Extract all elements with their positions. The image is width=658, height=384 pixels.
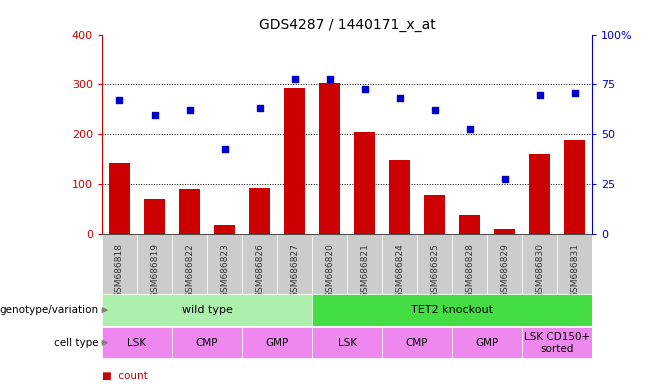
- FancyBboxPatch shape: [102, 295, 312, 326]
- Text: TET2 knockout: TET2 knockout: [411, 305, 493, 315]
- Point: [254, 105, 265, 111]
- FancyBboxPatch shape: [277, 234, 312, 294]
- Bar: [179, 189, 200, 234]
- FancyBboxPatch shape: [522, 234, 557, 294]
- FancyBboxPatch shape: [312, 295, 592, 326]
- Point: [114, 98, 125, 104]
- Point: [534, 93, 545, 99]
- Point: [290, 76, 300, 83]
- FancyBboxPatch shape: [382, 234, 417, 294]
- FancyBboxPatch shape: [487, 234, 522, 294]
- Text: GSM686827: GSM686827: [290, 243, 299, 298]
- FancyBboxPatch shape: [382, 327, 452, 358]
- FancyBboxPatch shape: [242, 327, 312, 358]
- Bar: [109, 163, 130, 234]
- Text: GSM686826: GSM686826: [255, 243, 264, 298]
- Text: GSM686818: GSM686818: [115, 243, 124, 298]
- Point: [569, 90, 580, 96]
- Point: [394, 95, 405, 101]
- Text: genotype/variation: genotype/variation: [0, 305, 99, 315]
- Point: [359, 86, 370, 93]
- Bar: [144, 199, 165, 234]
- FancyBboxPatch shape: [417, 234, 452, 294]
- Text: cell type: cell type: [54, 338, 99, 348]
- Bar: [424, 195, 445, 234]
- Text: GSM686819: GSM686819: [150, 243, 159, 298]
- Text: GSM686821: GSM686821: [360, 243, 369, 298]
- Bar: [494, 229, 515, 234]
- FancyBboxPatch shape: [102, 234, 137, 294]
- Text: ■  count: ■ count: [102, 371, 148, 381]
- Text: GSM686823: GSM686823: [220, 243, 229, 298]
- FancyBboxPatch shape: [452, 327, 522, 358]
- FancyBboxPatch shape: [137, 234, 172, 294]
- Text: GMP: GMP: [476, 338, 499, 348]
- Text: wild type: wild type: [182, 305, 232, 315]
- Bar: [354, 132, 375, 234]
- Point: [430, 108, 440, 114]
- Text: GMP: GMP: [265, 338, 289, 348]
- Point: [219, 146, 230, 152]
- FancyBboxPatch shape: [207, 234, 242, 294]
- FancyBboxPatch shape: [102, 327, 172, 358]
- FancyBboxPatch shape: [347, 234, 382, 294]
- FancyBboxPatch shape: [312, 327, 382, 358]
- Title: GDS4287 / 1440171_x_at: GDS4287 / 1440171_x_at: [259, 18, 436, 32]
- Text: GSM686822: GSM686822: [185, 243, 194, 298]
- FancyBboxPatch shape: [522, 327, 592, 358]
- Point: [499, 176, 510, 182]
- Point: [324, 76, 335, 83]
- FancyBboxPatch shape: [172, 234, 207, 294]
- Bar: [459, 215, 480, 234]
- Bar: [214, 225, 235, 234]
- Bar: [249, 188, 270, 234]
- Bar: [389, 161, 410, 234]
- Text: GSM686820: GSM686820: [325, 243, 334, 298]
- FancyBboxPatch shape: [312, 234, 347, 294]
- FancyBboxPatch shape: [452, 234, 487, 294]
- Text: CMP: CMP: [406, 338, 428, 348]
- Text: GSM686830: GSM686830: [535, 243, 544, 298]
- Text: GSM686828: GSM686828: [465, 243, 474, 298]
- Text: LSK CD150+
sorted: LSK CD150+ sorted: [524, 332, 590, 354]
- Bar: [284, 88, 305, 234]
- Bar: [564, 141, 585, 234]
- Bar: [319, 83, 340, 234]
- Text: LSK: LSK: [128, 338, 147, 348]
- FancyBboxPatch shape: [242, 234, 277, 294]
- Point: [149, 113, 160, 119]
- Text: GSM686825: GSM686825: [430, 243, 439, 298]
- Point: [184, 108, 195, 114]
- Text: CMP: CMP: [196, 338, 218, 348]
- Text: LSK: LSK: [338, 338, 357, 348]
- Text: GSM686829: GSM686829: [500, 243, 509, 298]
- FancyBboxPatch shape: [557, 234, 592, 294]
- FancyBboxPatch shape: [172, 327, 242, 358]
- Text: GSM686824: GSM686824: [395, 243, 404, 298]
- Text: GSM686831: GSM686831: [570, 243, 579, 298]
- Point: [465, 126, 475, 132]
- Bar: [529, 154, 550, 234]
